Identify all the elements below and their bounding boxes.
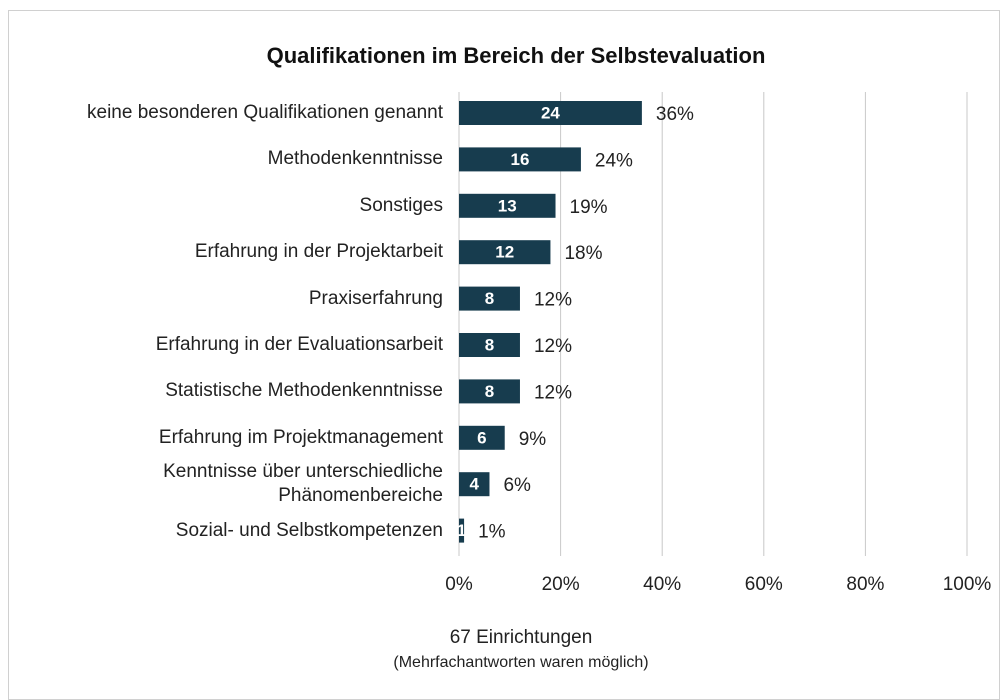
bar (459, 193, 556, 218)
value-label: 19% (570, 197, 608, 218)
x-tick-label: 40% (643, 574, 681, 595)
value-label: 6% (503, 475, 531, 496)
bar-count: 8 (485, 289, 494, 308)
x-tick-label: 80% (846, 574, 884, 595)
value-label: 36% (656, 104, 694, 125)
bar (459, 518, 465, 543)
bar-count: 4 (470, 475, 480, 494)
bar-count: 6 (477, 428, 486, 447)
chart-title: Qualifikationen im Bereich der Selbsteva… (267, 43, 766, 68)
x-tick-label: 60% (745, 574, 783, 595)
value-label: 1% (478, 522, 506, 543)
footnote-sub: (Mehrfachantworten waren möglich) (393, 654, 648, 671)
bar (459, 240, 551, 265)
category-label: keine besonderen Qualifikationen genannt (87, 102, 443, 123)
category-label: Sozial- und Selbstkompetenzen (175, 519, 443, 541)
value-label: 24% (595, 150, 633, 171)
bar-count: 13 (498, 196, 517, 215)
bar (459, 101, 642, 125)
footnote: 67 Einrichtungen (450, 627, 593, 648)
bar-count: 24 (541, 103, 560, 122)
category-label: Methodenkenntnisse (267, 148, 443, 170)
category-label: Sonstiges (359, 194, 443, 216)
category-label: Kenntnisse über unterschiedliche Phänome… (163, 461, 443, 507)
value-label: 18% (564, 243, 602, 264)
bar (459, 425, 505, 450)
bar (459, 147, 581, 172)
x-tick-label: 0% (445, 574, 473, 595)
bar (459, 379, 520, 404)
x-tick-label: 100% (943, 574, 992, 595)
category-label: Praxiserfahrung (308, 287, 443, 309)
category-label: Erfahrung in der Projektarbeit (194, 241, 443, 263)
value-label: 12% (534, 290, 572, 311)
x-tick-label: 20% (542, 574, 580, 595)
value-label: 12% (534, 336, 572, 357)
bar-count: 12 (495, 243, 514, 262)
bar (459, 286, 520, 311)
category-label: Statistische Methodenkenntnisse (165, 380, 443, 402)
bar-count: 8 (485, 382, 494, 401)
bar-count: 8 (485, 335, 494, 354)
category-label: Erfahrung im Projektmanagement (158, 426, 443, 448)
bar-count: 16 (510, 150, 529, 169)
bar-count: 1 (457, 521, 466, 540)
bar (459, 333, 520, 357)
value-label: 12% (534, 382, 572, 403)
bar (459, 472, 490, 497)
value-label: 9% (519, 429, 547, 450)
category-label: Erfahrung in der Evaluationsarbeit (155, 334, 443, 355)
